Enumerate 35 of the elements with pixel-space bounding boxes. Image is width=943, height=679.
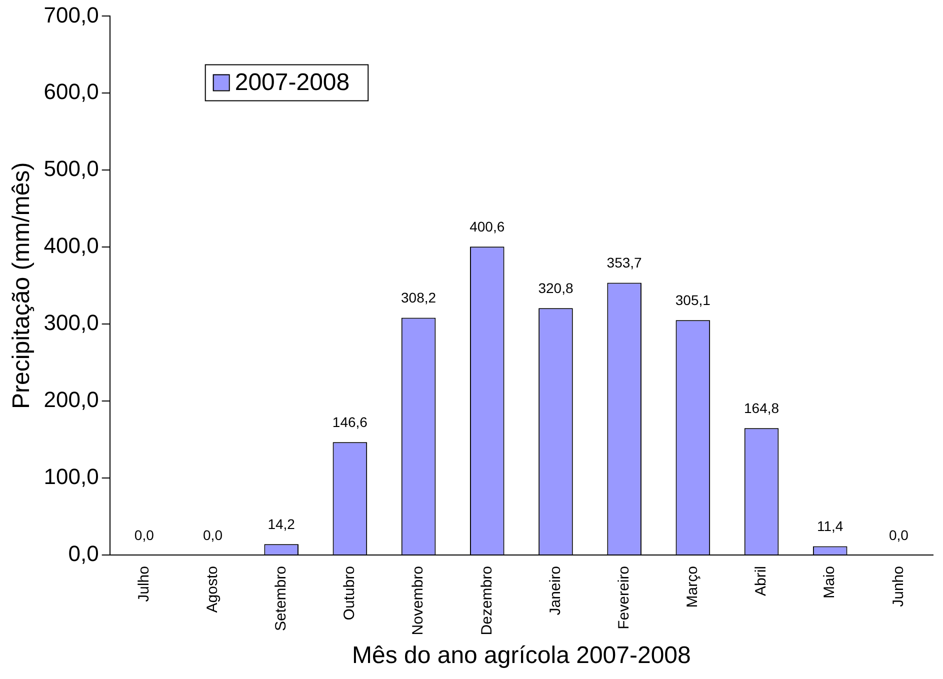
x-tick-label: Maio: [821, 566, 838, 599]
x-tick-label: Fevereiro: [615, 566, 632, 630]
y-axis-title: Precipitação (mm/mês): [8, 162, 36, 409]
data-label: 305,1: [675, 292, 711, 308]
data-label: 14,2: [268, 516, 296, 532]
data-label: 164,8: [744, 400, 780, 416]
data-label: 11,4: [816, 518, 844, 534]
x-tick-label: Junho: [890, 566, 907, 607]
y-tick-label: 200,0: [44, 387, 99, 412]
y-tick-label: 0,0: [68, 541, 99, 566]
x-tick-label: Julho: [135, 566, 152, 602]
y-tick-label: 500,0: [44, 156, 99, 182]
x-tick-label: Outubro: [341, 566, 358, 620]
y-tick-label: 600,0: [44, 79, 99, 104]
data-label: 0,0: [888, 526, 909, 543]
x-tick-label: Dezembro: [478, 566, 496, 636]
data-label: 0,0: [134, 526, 154, 543]
data-label: 353,7: [606, 254, 642, 271]
x-tick-label: Setembro: [272, 566, 290, 632]
legend-label: 2007-2008: [234, 68, 350, 96]
data-label: 400,6: [470, 218, 505, 235]
x-tick-label: Janeiro: [546, 566, 564, 616]
y-tick-label: 100,0: [44, 464, 99, 490]
x-tick-label: Novembro: [410, 566, 427, 636]
x-tick-label: Março: [684, 566, 702, 608]
x-tick-label: Abril: [752, 566, 770, 596]
y-tick-label: 300,0: [44, 310, 99, 336]
data-label: 0,0: [203, 526, 223, 543]
x-axis-title: Mês do ano agrícola 2007-2008: [352, 642, 691, 670]
x-tick-label: Agosto: [204, 566, 221, 613]
data-label: 320,8: [538, 280, 574, 296]
data-label: 146,6: [332, 414, 368, 430]
y-tick-label: 400,0: [44, 233, 99, 258]
y-tick-label: 700,0: [44, 2, 99, 28]
data-label: 308,2: [401, 290, 436, 306]
